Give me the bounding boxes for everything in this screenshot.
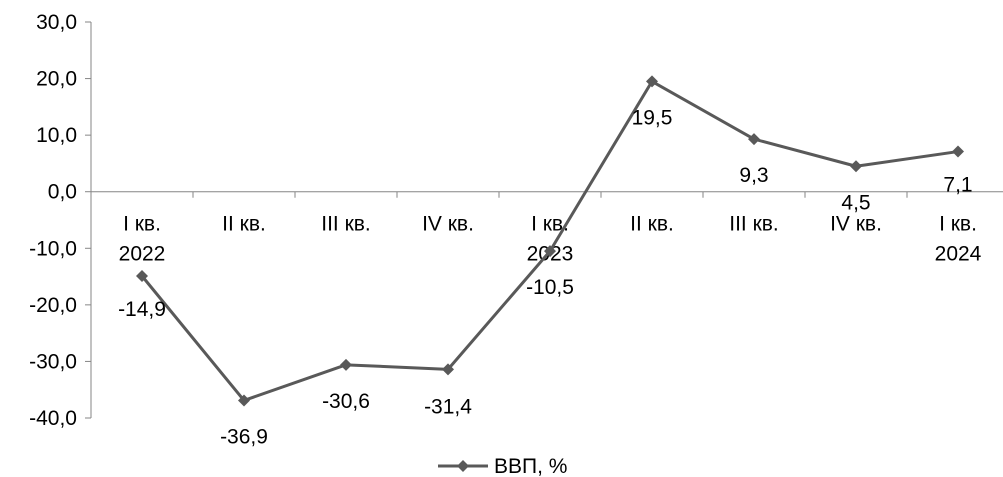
x-category-label-line: 2024 xyxy=(935,243,982,266)
x-category-label-line: I кв. xyxy=(939,213,977,236)
x-category-label-line: I кв. xyxy=(531,213,569,236)
data-point-marker xyxy=(442,363,454,376)
y-tick-label: -20,0 xyxy=(29,294,77,317)
x-category-label-line: III кв. xyxy=(729,213,779,236)
x-category-label: IV кв. xyxy=(830,213,882,236)
data-point-marker xyxy=(850,160,862,173)
data-point-marker xyxy=(238,394,250,407)
x-category-label-line: 2022 xyxy=(119,243,166,266)
y-tick-label: -10,0 xyxy=(29,237,77,260)
y-tick-label: -40,0 xyxy=(29,407,77,430)
y-axis-ticks: 30,0 20,0 10,0 0,0 -10,0 -20,0 -30,0 -40,0 xyxy=(29,11,908,430)
y-tick-label: -30,0 xyxy=(29,350,77,373)
data-point-marker xyxy=(136,270,148,283)
x-category-label-line: II кв. xyxy=(630,213,674,236)
y-tick-label: 20,0 xyxy=(36,68,77,91)
series-gdp xyxy=(136,75,964,407)
data-label: -14,9 xyxy=(118,298,166,321)
data-point-marker xyxy=(646,75,658,88)
data-point-marker xyxy=(952,145,964,158)
x-category-label-line: IV кв. xyxy=(422,213,474,236)
data-point-marker xyxy=(340,358,352,371)
data-label: -30,6 xyxy=(322,390,370,413)
x-category-label-line: II кв. xyxy=(222,213,266,236)
x-category-label: III кв. xyxy=(321,213,371,236)
data-label: -36,9 xyxy=(220,425,268,448)
data-point-marker xyxy=(544,245,556,258)
y-tick-label: 10,0 xyxy=(36,124,77,147)
data-label: 7,1 xyxy=(943,174,972,197)
data-label: -31,4 xyxy=(424,395,472,418)
y-tick-label: 0,0 xyxy=(48,181,77,204)
x-category-label: I кв. 2022 xyxy=(119,213,166,266)
x-axis-category-labels: I кв. 2022 II кв. III кв. IV кв. I кв.2023 II … xyxy=(119,213,982,266)
data-point-marker xyxy=(748,133,760,146)
legend-label: ВВП, % xyxy=(494,455,567,477)
x-category-label: II кв. xyxy=(222,213,266,236)
x-category-label: II кв. xyxy=(630,213,674,236)
x-category-label: IV кв. xyxy=(422,213,474,236)
y-tick-label: 30,0 xyxy=(36,11,77,34)
data-labels: -14,9 -36,9 -30,6 -31,4 -10,5 19,5 9,3 4,5 7,1 xyxy=(118,106,973,448)
data-label: -10,5 xyxy=(526,276,574,299)
series-line xyxy=(140,79,959,402)
x-category-label-line: IV кв. xyxy=(830,213,882,236)
x-category-label-line: I кв. xyxy=(123,213,161,236)
x-category-label: I кв.2023 xyxy=(527,213,574,266)
data-label: 4,5 xyxy=(841,191,870,214)
x-category-label: I кв. 2024 xyxy=(935,213,982,266)
data-label: 19,5 xyxy=(632,106,673,129)
x-category-label: III кв. xyxy=(729,213,779,236)
data-label: 9,3 xyxy=(739,164,768,187)
axes xyxy=(90,22,1003,418)
x-category-label-line: III кв. xyxy=(321,213,371,236)
legend: ВВП, % xyxy=(438,455,567,477)
legend-marker xyxy=(457,460,469,472)
